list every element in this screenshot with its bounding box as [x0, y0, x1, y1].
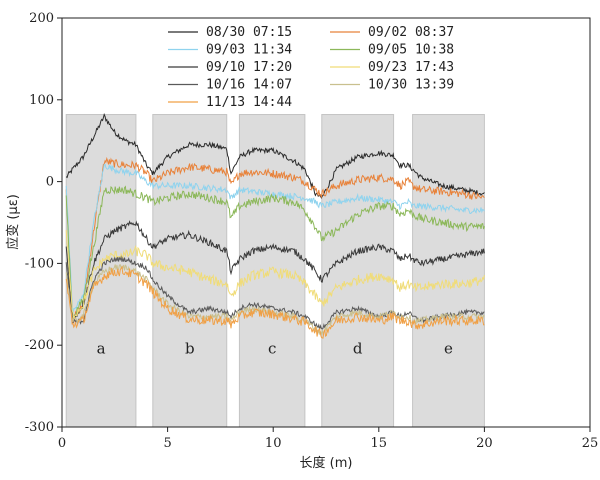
y-axis: -300 -200 -100 0 100 200 [25, 11, 62, 435]
series-line-6 [65, 255, 485, 330]
region-label-c: c [268, 339, 276, 357]
y-tick-label: -300 [25, 420, 54, 435]
x-tick-label: 25 [582, 436, 599, 451]
x-tick-label: 5 [163, 436, 171, 451]
y-tick-label: -100 [25, 256, 54, 271]
legend-label: 09/02 08:37 [368, 25, 454, 40]
x-tick-label: 0 [58, 436, 66, 451]
region-d [321, 114, 395, 428]
x-tick-label: 20 [476, 436, 493, 451]
y-tick-label: -200 [25, 338, 54, 353]
legend-label: 09/03 11:34 [206, 43, 292, 58]
legend-label: 08/30 07:15 [206, 25, 292, 40]
series-line-3 [65, 185, 485, 317]
series-line-4 [65, 220, 485, 321]
legend-label: 09/10 17:20 [206, 60, 292, 75]
legend-label: 11/13 14:44 [206, 95, 292, 110]
series-line-8 [65, 265, 485, 339]
x-axis-title: 长度 (m) [300, 455, 353, 471]
x-tick-label: 10 [265, 436, 282, 451]
y-axis-title: 应变 (με) [5, 194, 21, 250]
y-tick-label: 200 [29, 11, 54, 26]
legend: 08/30 07:15 09/02 08:37 09/03 11:34 09/05 1… [168, 25, 454, 110]
region-e [412, 114, 485, 428]
x-tick-label: 15 [371, 436, 388, 451]
y-tick-label: 0 [46, 175, 54, 190]
x-axis: 0 5 10 15 20 25 [58, 427, 598, 451]
legend-label: 10/30 13:39 [368, 78, 454, 93]
y-tick-label: 100 [29, 93, 54, 108]
region-label-e: e [444, 339, 453, 357]
series-lines [65, 112, 485, 339]
series-line-0 [65, 112, 485, 199]
plot-frame [61, 17, 591, 428]
series-line-5 [65, 230, 485, 320]
region-label-d: d [353, 339, 363, 357]
legend-label: 09/23 17:43 [368, 60, 454, 75]
region-label-a: a [97, 339, 106, 357]
region-label-b: b [185, 339, 195, 357]
legend-label: 09/05 10:38 [368, 43, 454, 58]
series-line-1 [65, 156, 485, 326]
legend-label: 10/16 14:07 [206, 78, 292, 93]
